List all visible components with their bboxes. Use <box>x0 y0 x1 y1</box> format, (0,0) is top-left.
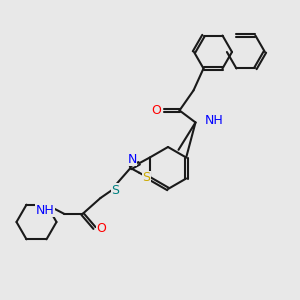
Text: NH: NH <box>36 203 55 217</box>
Text: O: O <box>152 104 161 117</box>
Text: N: N <box>128 153 137 166</box>
Text: NH: NH <box>205 114 223 127</box>
Text: O: O <box>97 221 106 235</box>
Text: S: S <box>142 171 150 184</box>
Text: S: S <box>112 184 119 196</box>
